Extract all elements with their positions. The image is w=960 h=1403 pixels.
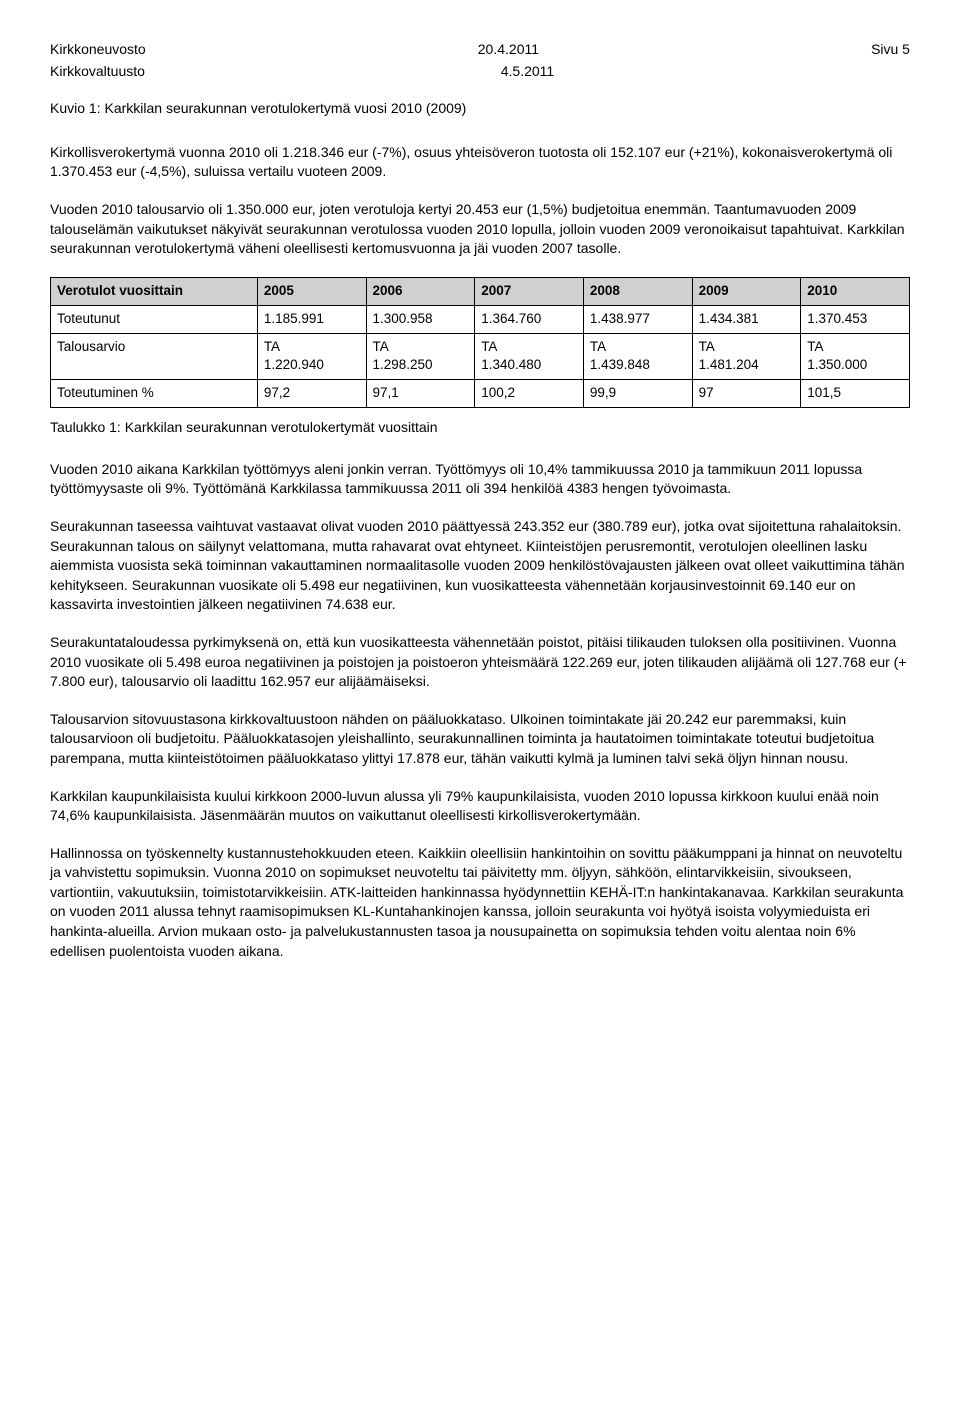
paragraph-8: Hallinnossa on työskennelty kustannusteh… bbox=[50, 844, 910, 962]
table-header-cell: 2008 bbox=[583, 277, 692, 305]
table-cell: 1.185.991 bbox=[257, 305, 366, 333]
revenue-table: Verotulot vuosittain 2005 2006 2007 2008… bbox=[50, 277, 910, 408]
table-cell: TA 1.481.204 bbox=[692, 333, 801, 380]
table-row: Toteutunut 1.185.991 1.300.958 1.364.760… bbox=[51, 305, 910, 333]
table-header-cell: Verotulot vuosittain bbox=[51, 277, 258, 305]
table-cell: 1.434.381 bbox=[692, 305, 801, 333]
table-row: Toteutuminen % 97,2 97,1 100,2 99,9 97 1… bbox=[51, 380, 910, 408]
paragraph-3: Vuoden 2010 aikana Karkkilan työttömyys … bbox=[50, 460, 910, 499]
table-cell: Toteutunut bbox=[51, 305, 258, 333]
table-header-cell: 2005 bbox=[257, 277, 366, 305]
table-cell: 1.370.453 bbox=[801, 305, 910, 333]
figure-title: Kuvio 1: Karkkilan seurakunnan verotulok… bbox=[50, 99, 910, 119]
table-header-cell: 2007 bbox=[475, 277, 584, 305]
document-header: Kirkkoneuvosto 20.4.2011 Sivu 5 bbox=[50, 40, 910, 60]
table-cell: TA 1.298.250 bbox=[366, 333, 475, 380]
table-cell: 1.438.977 bbox=[583, 305, 692, 333]
table-cell: 100,2 bbox=[475, 380, 584, 408]
paragraph-4: Seurakunnan taseessa vaihtuvat vastaavat… bbox=[50, 517, 910, 615]
table-cell: TA 1.350.000 bbox=[801, 333, 910, 380]
header-date-1: 20.4.2011 bbox=[478, 40, 539, 60]
table-cell: TA 1.340.480 bbox=[475, 333, 584, 380]
table-header-cell: 2010 bbox=[801, 277, 910, 305]
paragraph-2: Vuoden 2010 talousarvio oli 1.350.000 eu… bbox=[50, 200, 910, 259]
table-cell: 97 bbox=[692, 380, 801, 408]
table-cell: 97,1 bbox=[366, 380, 475, 408]
header-left-1: Kirkkoneuvosto bbox=[50, 40, 146, 60]
header-page: Sivu 5 bbox=[871, 40, 910, 60]
table-header-cell: 2009 bbox=[692, 277, 801, 305]
table-cell: 99,9 bbox=[583, 380, 692, 408]
table-cell: 101,5 bbox=[801, 380, 910, 408]
paragraph-5: Seurakuntataloudessa pyrkimyksenä on, et… bbox=[50, 633, 910, 692]
paragraph-1: Kirkollisverokertymä vuonna 2010 oli 1.2… bbox=[50, 143, 910, 182]
paragraph-7: Karkkilan kaupunkilaisista kuului kirkko… bbox=[50, 787, 910, 826]
table-cell: Toteutuminen % bbox=[51, 380, 258, 408]
table-header-cell: 2006 bbox=[366, 277, 475, 305]
table-row: Talousarvio TA 1.220.940 TA 1.298.250 TA… bbox=[51, 333, 910, 380]
paragraph-6: Talousarvion sitovuustasona kirkkovaltuu… bbox=[50, 710, 910, 769]
table-cell: TA 1.220.940 bbox=[257, 333, 366, 380]
table-cell: TA 1.439.848 bbox=[583, 333, 692, 380]
table-cell: 1.364.760 bbox=[475, 305, 584, 333]
header-date-2: 4.5.2011 bbox=[501, 62, 554, 82]
document-header-2: Kirkkovaltuusto 4.5.2011 bbox=[50, 62, 910, 82]
table-cell: Talousarvio bbox=[51, 333, 258, 380]
header-left-2: Kirkkovaltuusto bbox=[50, 62, 145, 82]
table-cell: 1.300.958 bbox=[366, 305, 475, 333]
table-header-row: Verotulot vuosittain 2005 2006 2007 2008… bbox=[51, 277, 910, 305]
table-caption: Taulukko 1: Karkkilan seurakunnan verotu… bbox=[50, 418, 910, 438]
table-cell: 97,2 bbox=[257, 380, 366, 408]
